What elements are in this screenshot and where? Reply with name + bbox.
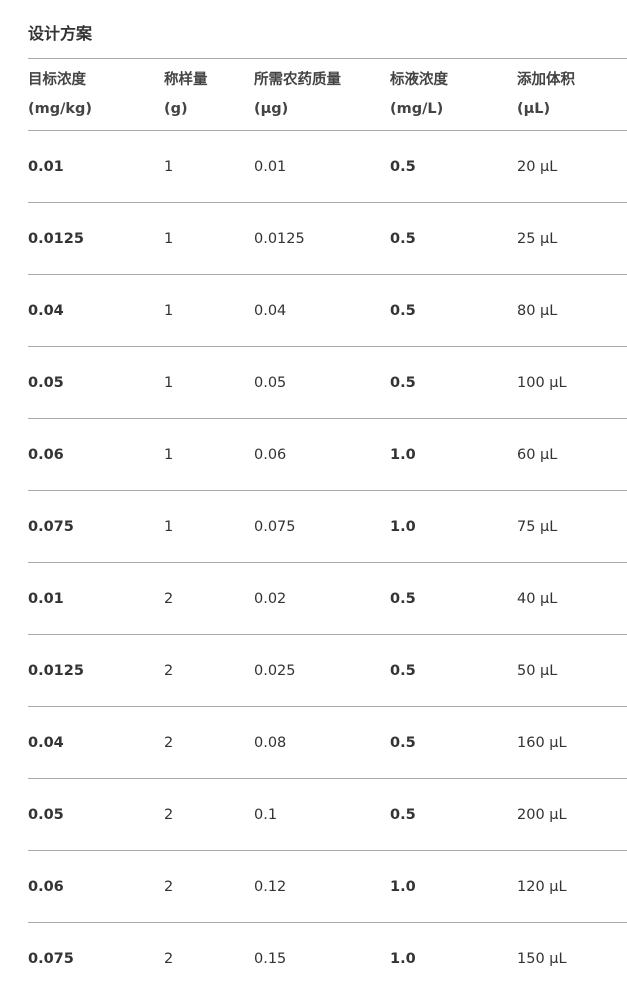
table-cell: 0.04 [28, 707, 164, 779]
header-label: 标液浓度 [390, 66, 517, 95]
table-cell: 0.5 [390, 131, 517, 203]
table-cell: 1.0 [390, 491, 517, 563]
table-cell: 200 μL [517, 779, 627, 851]
table-cell: 1 [164, 491, 254, 563]
table-cell: 0.025 [254, 635, 390, 707]
table-cell: 40 μL [517, 563, 627, 635]
header-label: 称样量 [164, 66, 254, 95]
table-cell: 0.0125 [28, 203, 164, 275]
table-cell: 0.06 [28, 419, 164, 491]
table-cell: 1 [164, 131, 254, 203]
table-cell: 160 μL [517, 707, 627, 779]
table-cell: 0.5 [390, 275, 517, 347]
table-cell: 2 [164, 563, 254, 635]
table-cell: 75 μL [517, 491, 627, 563]
table-cell: 0.5 [390, 563, 517, 635]
header-label: 目标浓度 [28, 66, 164, 95]
table-cell: 0.06 [254, 419, 390, 491]
table-cell: 0.04 [28, 275, 164, 347]
table-cell: 0.01 [28, 131, 164, 203]
design-table: 目标浓度(mg/kg)称样量(g)所需农药质量(μg)标液浓度(mg/L)添加体… [28, 58, 627, 994]
table-cell: 120 μL [517, 851, 627, 923]
table-cell: 2 [164, 923, 254, 994]
header-unit: (μL) [517, 95, 627, 124]
table-cell: 0.05 [28, 347, 164, 419]
table-cell: 0.075 [254, 491, 390, 563]
table-cell: 0.01 [254, 131, 390, 203]
table-cell: 1.0 [390, 851, 517, 923]
table-cell: 0.5 [390, 635, 517, 707]
table-cell: 0.5 [390, 347, 517, 419]
table-cell: 1 [164, 419, 254, 491]
table-cell: 0.1 [254, 779, 390, 851]
table-cell: 2 [164, 707, 254, 779]
section-title: 设计方案 [28, 20, 92, 44]
table-cell: 60 μL [517, 419, 627, 491]
table-cell: 150 μL [517, 923, 627, 994]
table-cell: 1 [164, 203, 254, 275]
header-unit: (mg/kg) [28, 95, 164, 124]
table-cell: 50 μL [517, 635, 627, 707]
column-header: 添加体积(μL) [517, 59, 627, 131]
table-cell: 0.5 [390, 707, 517, 779]
table-cell: 0.06 [28, 851, 164, 923]
table-cell: 80 μL [517, 275, 627, 347]
table-cell: 0.15 [254, 923, 390, 994]
table-cell: 0.04 [254, 275, 390, 347]
table-cell: 0.08 [254, 707, 390, 779]
table-cell: 100 μL [517, 347, 627, 419]
table-cell: 2 [164, 779, 254, 851]
header-label: 添加体积 [517, 66, 627, 95]
table-cell: 20 μL [517, 131, 627, 203]
table-cell: 0.05 [254, 347, 390, 419]
table-cell: 1.0 [390, 419, 517, 491]
table-cell: 25 μL [517, 203, 627, 275]
table-cell: 1.0 [390, 923, 517, 994]
table-cell: 0.0125 [254, 203, 390, 275]
table-cell: 0.5 [390, 779, 517, 851]
column-header: 所需农药质量(μg) [254, 59, 390, 131]
header-unit: (μg) [254, 95, 390, 124]
table-cell: 0.05 [28, 779, 164, 851]
table-cell: 2 [164, 851, 254, 923]
header-label: 所需农药质量 [254, 66, 390, 95]
table-header-row: 目标浓度(mg/kg)称样量(g)所需农药质量(μg)标液浓度(mg/L)添加体… [28, 59, 627, 131]
column-header: 目标浓度(mg/kg) [28, 59, 164, 131]
header-unit: (mg/L) [390, 95, 517, 124]
column-header: 标液浓度(mg/L) [390, 59, 517, 131]
table-cell: 0.5 [390, 203, 517, 275]
design-table-container: 目标浓度(mg/kg)称样量(g)所需农药质量(μg)标液浓度(mg/L)添加体… [28, 58, 627, 994]
table-cell: 0.075 [28, 491, 164, 563]
table-cell: 2 [164, 635, 254, 707]
header-unit: (g) [164, 95, 254, 124]
table-cell: 0.075 [28, 923, 164, 994]
table-cell: 0.01 [28, 563, 164, 635]
table-cell: 1 [164, 275, 254, 347]
table-cell: 0.0125 [28, 635, 164, 707]
column-header: 称样量(g) [164, 59, 254, 131]
table-cell: 1 [164, 347, 254, 419]
table-cell: 0.02 [254, 563, 390, 635]
table-cell: 0.12 [254, 851, 390, 923]
